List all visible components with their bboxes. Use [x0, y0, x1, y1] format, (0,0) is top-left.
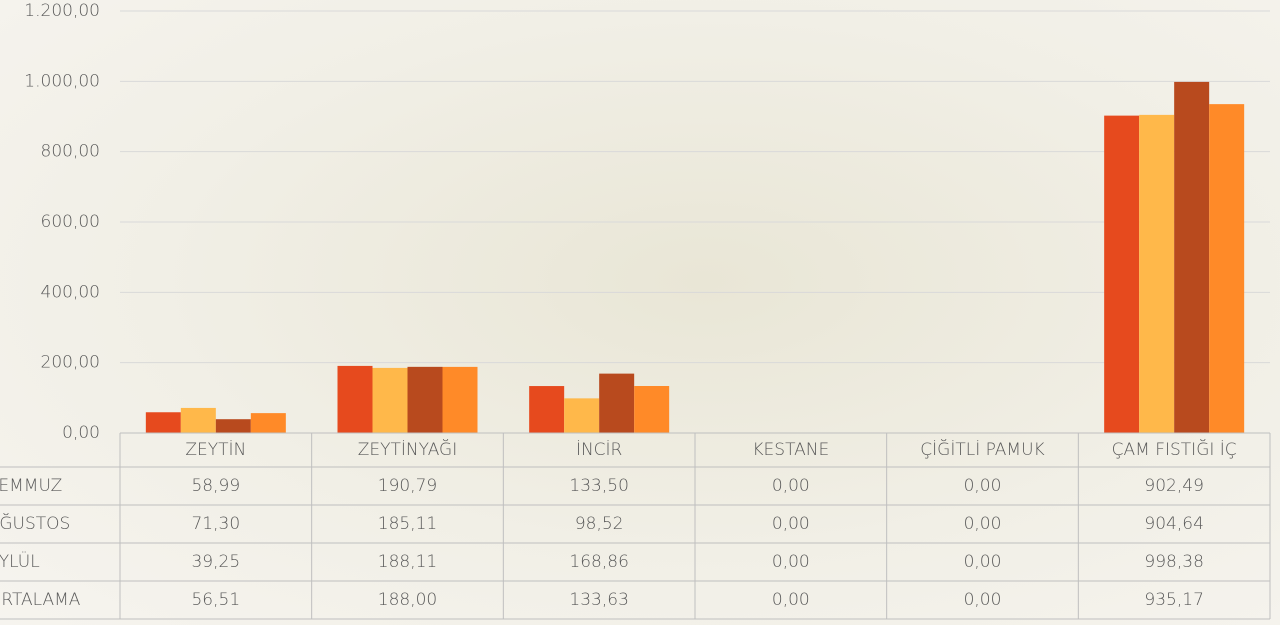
table-value: 185,11	[378, 514, 437, 534]
bar	[1174, 82, 1209, 433]
x-tick-label: İNCİR	[576, 439, 622, 460]
chart: 0,00 200,00 400,00 600,00 800,00 1.000,00 1.20…	[0, 0, 1280, 625]
y-tick-label: 400,00	[41, 282, 100, 302]
series-name: EYLÜL	[0, 550, 40, 572]
bar	[564, 398, 599, 433]
table-value: 58,99	[191, 476, 240, 496]
table-value: 188,00	[378, 590, 437, 610]
table-value: 0,00	[772, 552, 810, 572]
series-name: ORTALAMA	[0, 590, 81, 610]
table-value: 98,52	[575, 514, 624, 534]
bar	[634, 386, 669, 433]
table-value: 904,64	[1144, 514, 1203, 534]
x-tick-label: ÇAM FISTIĞI İÇ	[1112, 438, 1237, 460]
table-value: 0,00	[964, 552, 1002, 572]
table-value: 56,51	[191, 590, 240, 610]
bar	[408, 367, 443, 433]
table-value: 133,50	[569, 476, 628, 496]
x-tick-label: KESTANE	[752, 440, 829, 460]
table-value: 133,63	[569, 590, 628, 610]
bar	[251, 413, 286, 433]
bar	[373, 368, 408, 433]
y-tick-label: 200,00	[41, 353, 100, 373]
series-name: AĞUSTOS	[0, 512, 70, 534]
table-value: 0,00	[772, 514, 810, 534]
table-value: 71,30	[191, 514, 240, 534]
table-value: 0,00	[964, 590, 1002, 610]
table-value: 188,11	[378, 552, 437, 572]
y-tick-label: 800,00	[41, 142, 100, 162]
table-value: 190,79	[378, 476, 437, 496]
table-value: 935,17	[1144, 590, 1203, 610]
y-tick-label: 1.200,00	[24, 1, 100, 21]
x-tick-label: ÇİĞİTLİ PAMUK	[920, 438, 1044, 460]
x-tick-label: ZEYTİNYAĞI	[358, 438, 457, 460]
bar	[216, 419, 251, 433]
table-value: 902,49	[1144, 476, 1203, 496]
bar	[1209, 104, 1244, 433]
bar	[146, 412, 181, 433]
bar	[599, 374, 634, 433]
y-tick-label: 0,00	[62, 423, 100, 443]
y-tick-label: 600,00	[41, 212, 100, 232]
x-tick-label: ZEYTİN	[185, 439, 246, 460]
bar	[529, 386, 564, 433]
table-value: 998,38	[1144, 552, 1203, 572]
table-value: 0,00	[772, 476, 810, 496]
table-value: 0,00	[964, 476, 1002, 496]
bar	[1139, 115, 1174, 433]
series-name: TEMMUZ	[0, 476, 62, 496]
table-value: 168,86	[569, 552, 628, 572]
table-value: 0,00	[772, 590, 810, 610]
table-value: 0,00	[964, 514, 1002, 534]
table-value: 39,25	[191, 552, 240, 572]
bar	[1104, 116, 1139, 433]
bar	[181, 408, 216, 433]
y-tick-label: 1.000,00	[24, 71, 100, 91]
bar	[443, 367, 478, 433]
bar	[338, 366, 373, 433]
